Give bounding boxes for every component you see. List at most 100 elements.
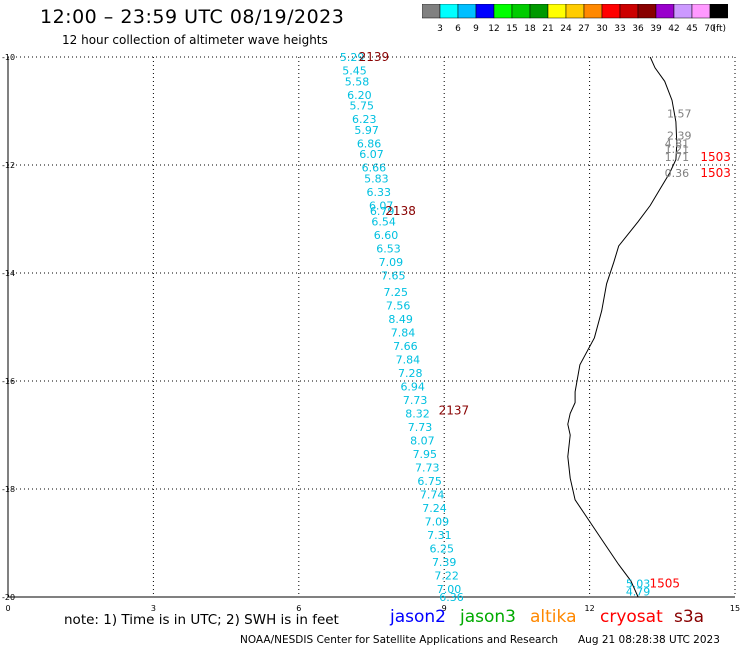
swh-label: 7.31 bbox=[427, 529, 452, 542]
coastline bbox=[567, 56, 678, 598]
swh-label: 7.65 bbox=[381, 270, 406, 283]
swh-label: 6.54 bbox=[371, 216, 396, 229]
legend-s3a: s3a bbox=[674, 607, 705, 627]
swh-label: 4.81 bbox=[665, 137, 690, 150]
swh-label: 7.73 bbox=[403, 394, 428, 407]
swh-label: 6.36 bbox=[439, 591, 464, 604]
scale-label: 9 bbox=[473, 24, 479, 34]
swh-label: 5.03 bbox=[626, 578, 651, 591]
swh-label: 7.09 bbox=[425, 515, 450, 528]
swh-label: 7.74 bbox=[420, 488, 445, 501]
legend-cryosat: cryosat bbox=[600, 607, 663, 627]
scale-label: 33 bbox=[614, 24, 625, 34]
swh-label: 6.20 bbox=[347, 89, 372, 102]
x-tick-label: 15 bbox=[730, 604, 740, 613]
scale-label: 12 bbox=[488, 24, 499, 34]
swh-label: 6.79 bbox=[370, 205, 395, 218]
swh-label: 7.25 bbox=[383, 286, 408, 299]
swh-label: 6.75 bbox=[417, 475, 442, 488]
pass-time-label: 2139 bbox=[359, 50, 390, 64]
swh-label: 6.94 bbox=[400, 380, 425, 393]
swh-label: 8.32 bbox=[405, 407, 430, 420]
swh-label: 7.24 bbox=[422, 502, 447, 515]
swh-label: 1.71 bbox=[665, 151, 690, 164]
swh-label: 6.86 bbox=[357, 137, 382, 150]
swh-label: 7.00 bbox=[437, 583, 462, 596]
swh-label: 7.39 bbox=[432, 556, 457, 569]
swh-label: 7.84 bbox=[396, 353, 421, 366]
swh-label: 7.28 bbox=[398, 367, 423, 380]
timestamp-text: Aug 21 08:28:38 UTC 2023 bbox=[578, 634, 720, 646]
scale-label: 70 bbox=[704, 24, 716, 34]
scale-label: 18 bbox=[524, 24, 536, 34]
swh-label: 6.25 bbox=[430, 542, 455, 555]
swh-label: 6.07 bbox=[359, 148, 384, 161]
y-tick-label: -18 bbox=[2, 485, 15, 494]
scale-label: 36 bbox=[632, 24, 644, 34]
scale-label: 30 bbox=[596, 24, 608, 34]
swh-label: 5.75 bbox=[350, 100, 375, 113]
x-tick-label: 0 bbox=[5, 604, 10, 613]
legend-jason2: jason2 bbox=[390, 607, 446, 627]
scale-label: 42 bbox=[668, 24, 679, 34]
swh-label: 6.66 bbox=[362, 162, 387, 175]
pass-time-label: 1503 bbox=[700, 166, 731, 180]
y-tick-label: -16 bbox=[2, 377, 15, 386]
y-tick-label: -10 bbox=[2, 53, 15, 62]
swh-label: 5.83 bbox=[364, 173, 389, 186]
y-tick-label: -14 bbox=[2, 269, 15, 278]
footer-note: note: 1) Time is in UTC; 2) SWH is in fe… bbox=[64, 612, 339, 628]
pass-time-label: 1505 bbox=[649, 577, 680, 591]
legend-jason3: jason3 bbox=[460, 607, 516, 627]
scale-unit-label: (ft) bbox=[712, 24, 726, 34]
color-scale-legend: 3 6 9 12 15 18 21 24 27 30 33 36 39 42 45 70(ft) bbox=[422, 4, 728, 34]
y-tick-label: -12 bbox=[2, 161, 15, 170]
credit-text: NOAA/NESDIS Center for Satellite Applica… bbox=[240, 634, 558, 646]
swh-label: 7.09 bbox=[379, 256, 404, 269]
pass-time-label: 2137 bbox=[439, 404, 470, 418]
swh-label: 1.21 bbox=[665, 143, 690, 156]
scale-label: 24 bbox=[560, 24, 572, 34]
swh-label: 8.07 bbox=[410, 434, 435, 447]
x-tick-label: 6 bbox=[296, 604, 301, 613]
swh-label: 6.07 bbox=[369, 200, 394, 213]
chart-subtitle: 12 hour collection of altimeter wave hei… bbox=[62, 33, 328, 47]
swh-label: 1.57 bbox=[667, 108, 692, 121]
chart-title: 12:00 – 23:59 UTC 08/19/2023 bbox=[40, 6, 345, 28]
swh-label: 7.56 bbox=[386, 299, 411, 312]
swh-label: 5.29 bbox=[340, 51, 365, 64]
swh-label: 5.97 bbox=[354, 124, 379, 137]
scale-label: 3 bbox=[437, 24, 443, 34]
swh-label: 8.49 bbox=[388, 313, 413, 326]
swh-label: 6.33 bbox=[367, 186, 392, 199]
swh-label: 6.23 bbox=[352, 113, 377, 126]
x-tick-label: 12 bbox=[585, 604, 595, 613]
swh-label: 5.58 bbox=[345, 75, 370, 88]
legend-altika: altika bbox=[530, 607, 577, 627]
scale-label: 6 bbox=[455, 24, 461, 34]
swh-label: 2.39 bbox=[667, 129, 692, 142]
swh-label: 7.84 bbox=[391, 326, 416, 339]
scale-label: 21 bbox=[542, 24, 553, 34]
swh-label: 7.95 bbox=[413, 448, 438, 461]
pass-time-label: 1503 bbox=[700, 150, 731, 164]
scale-label: 39 bbox=[650, 24, 662, 34]
swh-label: 6.60 bbox=[374, 229, 399, 242]
x-tick-label: 3 bbox=[151, 604, 156, 613]
x-tick-label: 9 bbox=[442, 604, 447, 613]
swh-label: 4.79 bbox=[626, 586, 651, 599]
swh-label: 0.36 bbox=[665, 167, 690, 180]
y-tick-label: -20 bbox=[2, 593, 15, 602]
swh-label: 7.22 bbox=[434, 569, 459, 582]
scale-label: 15 bbox=[506, 24, 517, 34]
swh-label: 7.66 bbox=[393, 340, 418, 353]
scale-label: 27 bbox=[578, 24, 589, 34]
pass-time-label: 2138 bbox=[385, 204, 416, 218]
swh-label: 7.73 bbox=[408, 421, 433, 434]
swh-label: 6.53 bbox=[376, 243, 401, 256]
scale-label: 45 bbox=[686, 24, 697, 34]
swh-label: 7.73 bbox=[415, 461, 440, 474]
scale-swatch bbox=[709, 4, 728, 19]
swh-label: 5.45 bbox=[342, 65, 367, 78]
